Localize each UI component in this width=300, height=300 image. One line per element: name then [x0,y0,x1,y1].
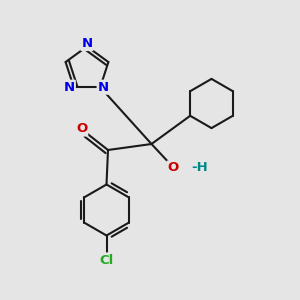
Text: N: N [64,81,75,94]
Text: -H: -H [191,161,208,175]
Text: O: O [76,122,87,136]
Text: N: N [81,37,93,50]
Text: Cl: Cl [99,254,114,267]
Text: O: O [167,161,179,175]
Text: N: N [98,81,109,94]
